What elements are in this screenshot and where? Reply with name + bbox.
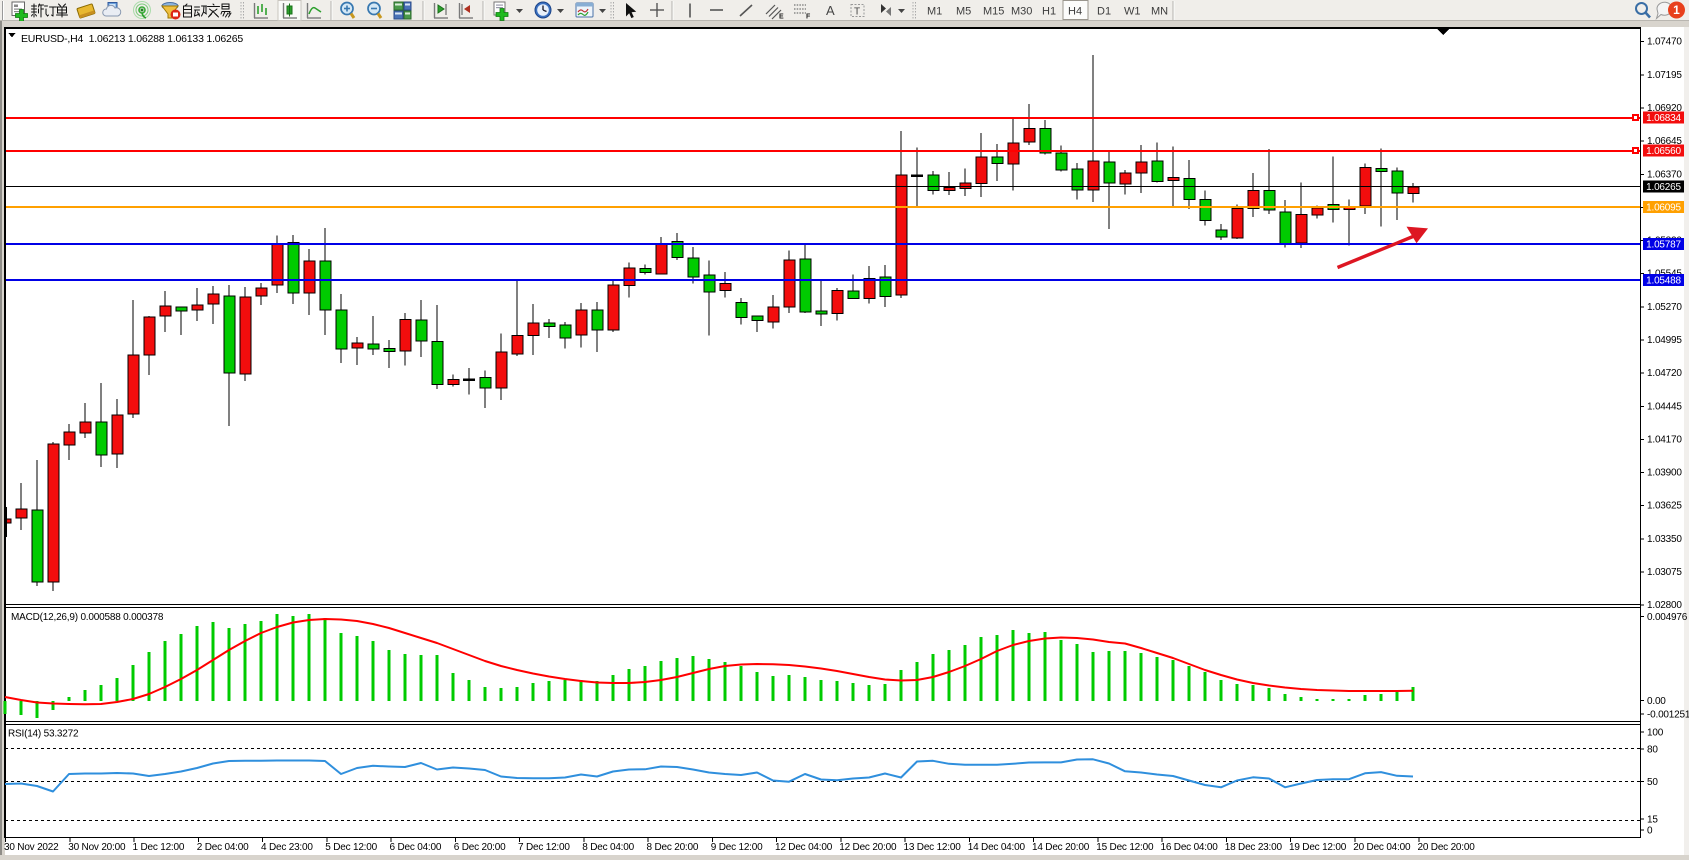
svg-text:M15: M15 [983,6,1004,18]
svg-text:M1: M1 [927,6,942,18]
svg-text:9 Dec 12:00: 9 Dec 12:00 [711,842,763,853]
svg-text:1.06265: 1.06265 [1646,182,1681,193]
svg-text:6 Dec 20:00: 6 Dec 20:00 [454,842,506,853]
svg-text:1.03900: 1.03900 [1647,468,1682,479]
svg-text:MACD(12,26,9) 0.000588 0.00037: MACD(12,26,9) 0.000588 0.000378 [11,612,164,623]
svg-text:W1: W1 [1124,6,1141,18]
svg-text:20 Dec 04:00: 20 Dec 04:00 [1353,842,1411,853]
svg-text:8 Dec 04:00: 8 Dec 04:00 [582,842,634,853]
svg-text:H4: H4 [1068,6,1082,18]
svg-text:1 Dec 12:00: 1 Dec 12:00 [133,842,185,853]
svg-text:16 Dec 04:00: 16 Dec 04:00 [1161,842,1219,853]
svg-text:8 Dec 20:00: 8 Dec 20:00 [647,842,699,853]
svg-text:1.04445: 1.04445 [1647,401,1682,412]
svg-text:1.02800: 1.02800 [1647,600,1682,611]
svg-text:RSI(14) 53.3272: RSI(14) 53.3272 [8,729,79,740]
svg-text:0.004976: 0.004976 [1647,612,1688,623]
svg-text:1.07470: 1.07470 [1647,37,1682,48]
svg-text:100: 100 [1647,728,1664,739]
svg-text:1.05270: 1.05270 [1647,302,1682,313]
svg-text:1.03350: 1.03350 [1647,534,1682,545]
svg-text:-0.001251: -0.001251 [1647,710,1689,721]
svg-text:1.06370: 1.06370 [1647,169,1682,180]
svg-text:M30: M30 [1011,6,1032,18]
svg-text:H1: H1 [1042,6,1056,18]
svg-text:E: E [779,14,784,21]
svg-text:5 Dec 12:00: 5 Dec 12:00 [325,842,377,853]
svg-text:1.05488: 1.05488 [1646,276,1681,287]
svg-text:1: 1 [1673,3,1680,17]
svg-text:1.06645: 1.06645 [1647,136,1682,147]
svg-text:1.04995: 1.04995 [1647,335,1682,346]
svg-text:1.07195: 1.07195 [1647,70,1682,81]
svg-text:2 Dec 04:00: 2 Dec 04:00 [197,842,249,853]
svg-text:1.04170: 1.04170 [1647,434,1682,445]
svg-text:20 Dec 20:00: 20 Dec 20:00 [1418,842,1476,853]
svg-text:MN: MN [1151,6,1168,18]
svg-text:1.06095: 1.06095 [1646,202,1681,213]
svg-text:F: F [806,14,811,21]
svg-text:30 Nov 2022: 30 Nov 2022 [4,842,59,853]
svg-text:7 Dec 12:00: 7 Dec 12:00 [518,842,570,853]
svg-text:0: 0 [1647,826,1653,837]
svg-text:0.00: 0.00 [1647,696,1666,707]
svg-text:19 Dec 12:00: 19 Dec 12:00 [1289,842,1347,853]
svg-text:14 Dec 04:00: 14 Dec 04:00 [968,842,1026,853]
svg-text:T: T [854,7,860,18]
svg-text:80: 80 [1647,745,1658,756]
svg-text:14 Dec 20:00: 14 Dec 20:00 [1032,842,1090,853]
svg-text:1.06560: 1.06560 [1646,146,1681,157]
svg-text:1.06920: 1.06920 [1647,103,1682,114]
svg-text:4 Dec 23:00: 4 Dec 23:00 [261,842,313,853]
svg-text:30 Nov 20:00: 30 Nov 20:00 [68,842,126,853]
svg-text:13 Dec 12:00: 13 Dec 12:00 [904,842,962,853]
svg-text:D1: D1 [1097,6,1111,18]
svg-text:1.06834: 1.06834 [1646,113,1681,124]
svg-text:50: 50 [1647,777,1658,788]
svg-text:12 Dec 04:00: 12 Dec 04:00 [775,842,833,853]
svg-text:A: A [826,3,835,18]
svg-text:15: 15 [1647,815,1658,826]
svg-text:15 Dec 12:00: 15 Dec 12:00 [1096,842,1154,853]
svg-text:M5: M5 [956,6,971,18]
svg-text:1.03625: 1.03625 [1647,501,1682,512]
svg-text:EURUSD-,H4 1.06213 1.06288 1.: EURUSD-,H4 1.06213 1.06288 1.06133 1.062… [21,33,243,45]
svg-text:1.03075: 1.03075 [1647,567,1682,578]
svg-text:18 Dec 23:00: 18 Dec 23:00 [1225,842,1283,853]
svg-text:1.04720: 1.04720 [1647,368,1682,379]
svg-text:1.05787: 1.05787 [1646,240,1681,251]
svg-text:6 Dec 04:00: 6 Dec 04:00 [390,842,442,853]
svg-text:12 Dec 20:00: 12 Dec 20:00 [839,842,897,853]
